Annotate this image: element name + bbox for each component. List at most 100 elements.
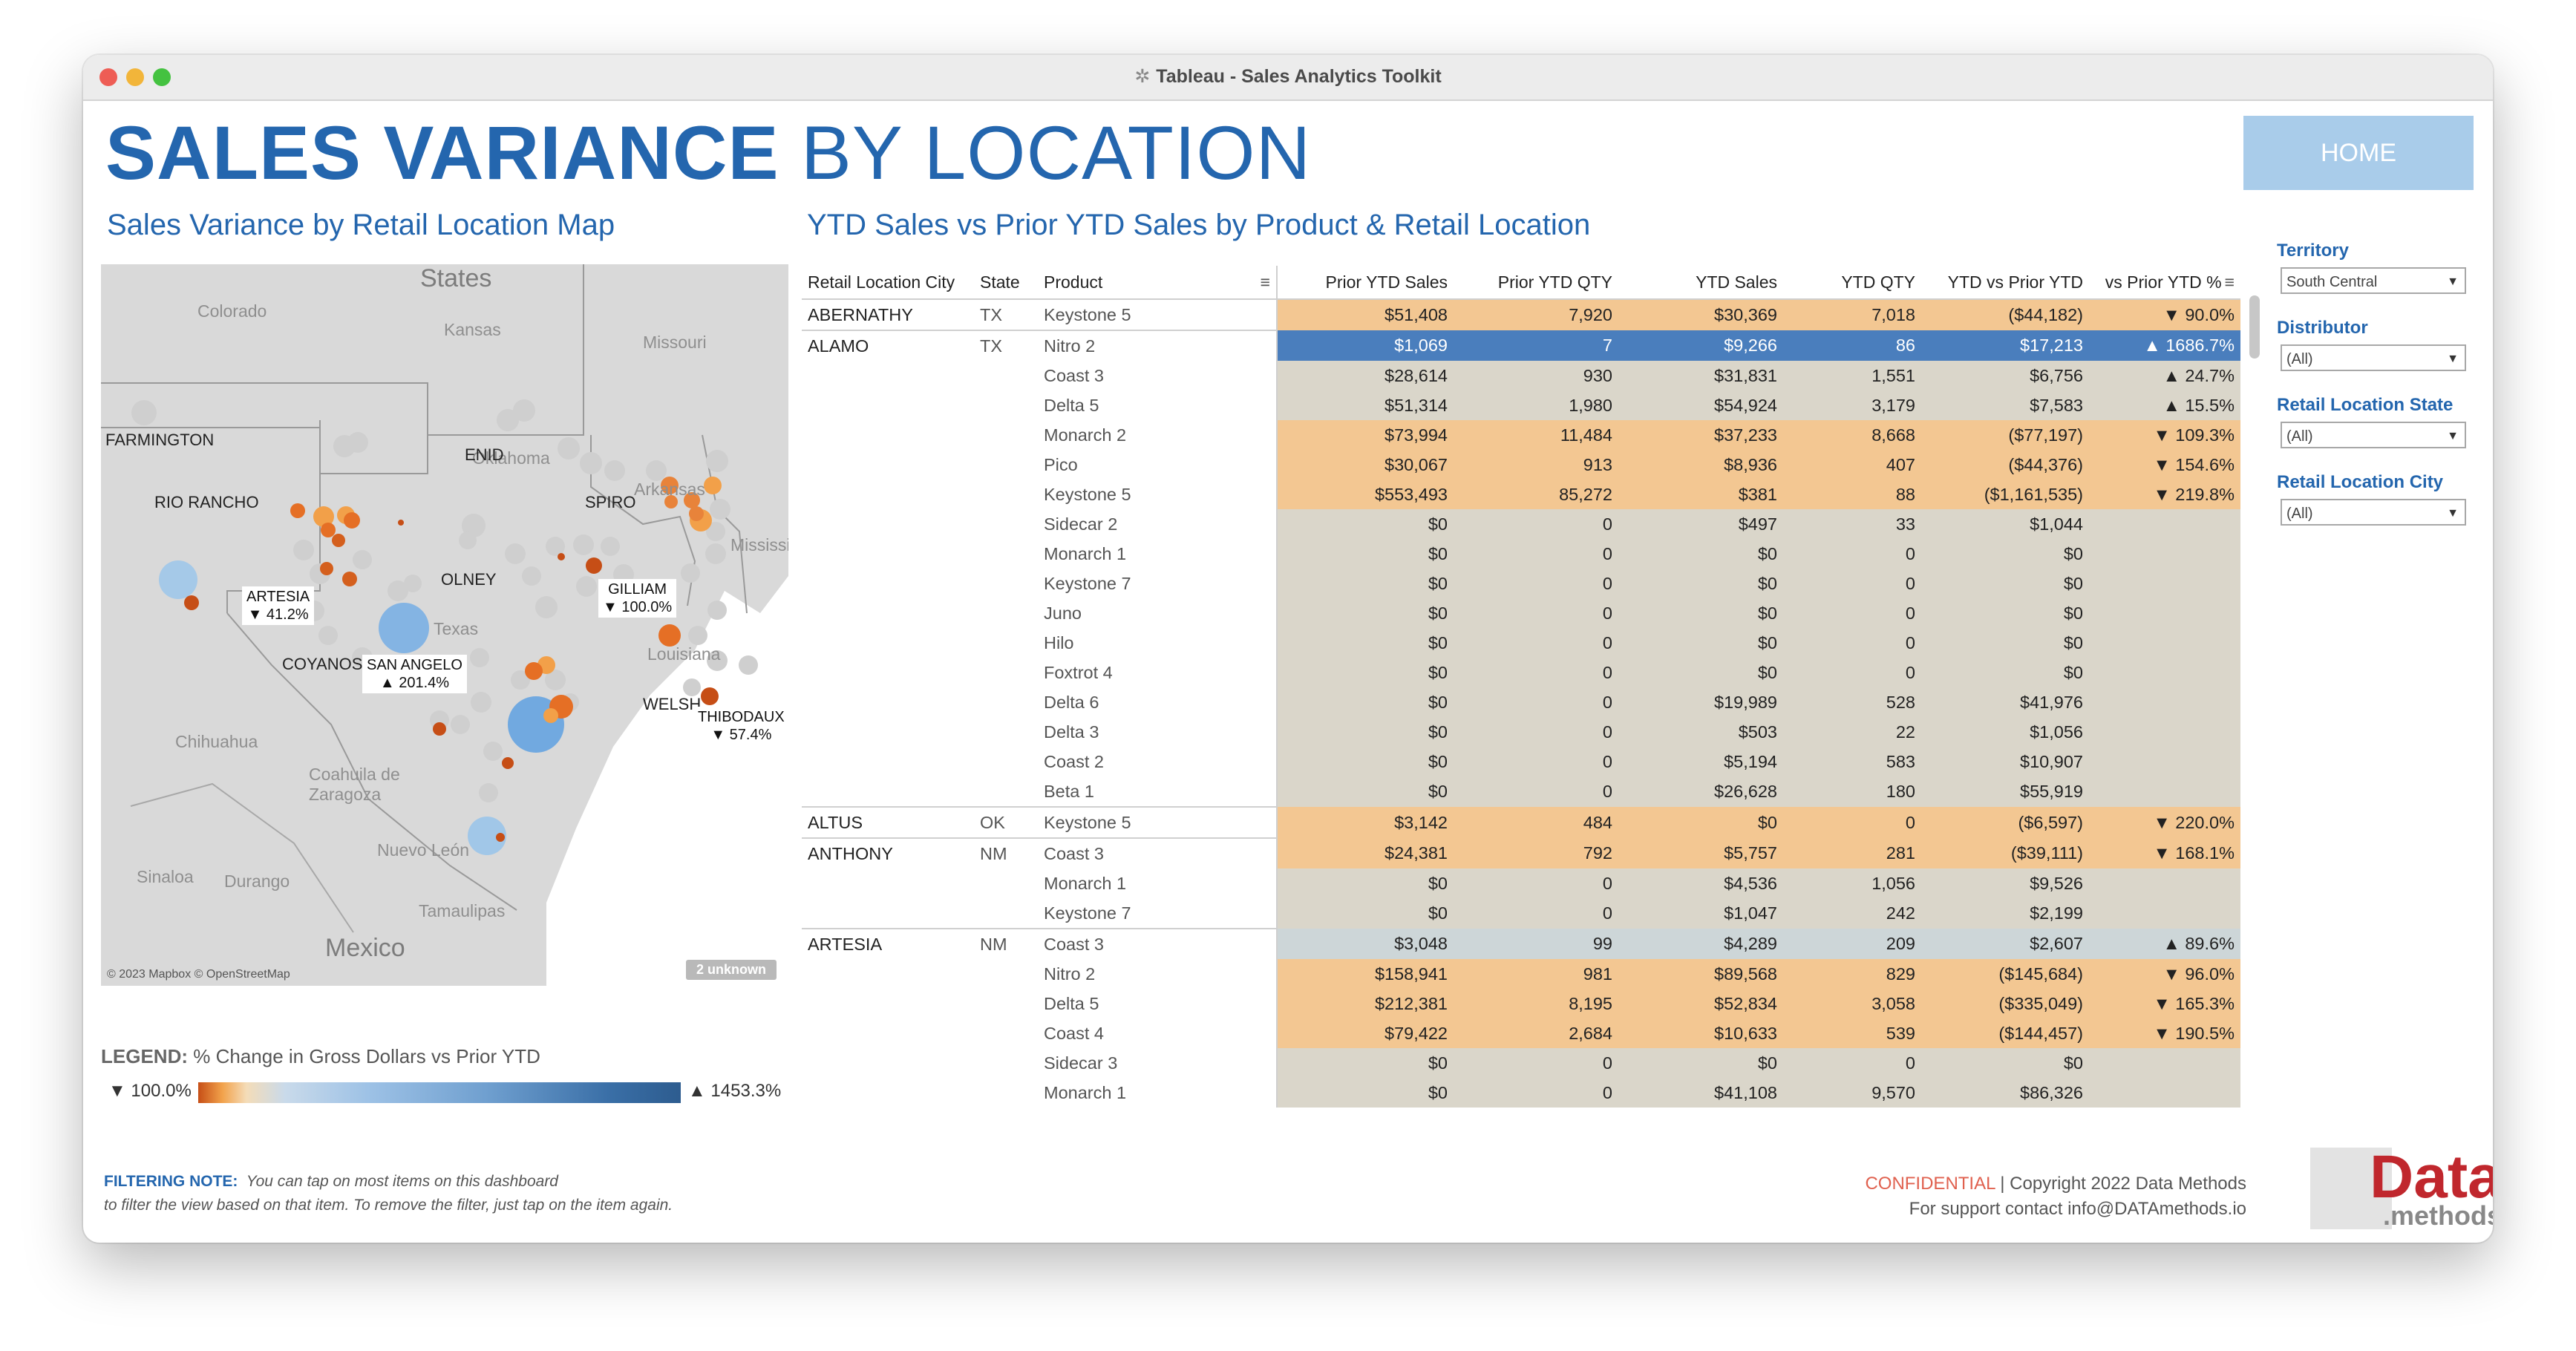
cell-product[interactable]: Delta 5: [1038, 989, 1278, 1018]
cell-prior-qty[interactable]: 2,684: [1454, 1018, 1618, 1048]
cell-state[interactable]: [974, 1078, 1038, 1108]
territory-select[interactable]: South Central ▼: [2281, 267, 2466, 294]
header-pct[interactable]: vs Prior YTD % ≡: [2089, 266, 2240, 300]
cell-diff[interactable]: ($77,197): [1921, 420, 2089, 450]
cell-product[interactable]: Keystone 5: [1038, 480, 1278, 509]
cell-state[interactable]: [974, 509, 1038, 539]
cell-pct[interactable]: [2089, 1048, 2240, 1078]
cell-ytd-sales[interactable]: $52,834: [1618, 989, 1783, 1018]
cell-product[interactable]: Monarch 2: [1038, 420, 1278, 450]
cell-pct[interactable]: ▼ 154.6%: [2089, 450, 2240, 480]
cell-diff[interactable]: $86,326: [1921, 1078, 2089, 1108]
cell-prior-sales[interactable]: $0: [1277, 658, 1454, 687]
cell-pct[interactable]: [2089, 658, 2240, 687]
cell-ytd-qty[interactable]: 88: [1783, 480, 1921, 509]
cell-prior-qty[interactable]: 0: [1454, 868, 1618, 898]
cell-ytd-sales[interactable]: $0: [1618, 658, 1783, 687]
cell-ytd-qty[interactable]: 86: [1783, 330, 1921, 361]
cell-diff[interactable]: ($44,182): [1921, 299, 2089, 330]
cell-prior-sales[interactable]: $0: [1277, 747, 1454, 776]
cell-prior-sales[interactable]: $0: [1277, 509, 1454, 539]
cell-ytd-sales[interactable]: $503: [1618, 717, 1783, 747]
cell-product[interactable]: Foxtrot 4: [1038, 658, 1278, 687]
cell-prior-qty[interactable]: 0: [1454, 628, 1618, 658]
cell-prior-sales[interactable]: $0: [1277, 868, 1454, 898]
cell-pct[interactable]: ▼ 220.0%: [2089, 807, 2240, 838]
cell-city[interactable]: [802, 480, 974, 509]
cell-product[interactable]: Monarch 1: [1038, 868, 1278, 898]
cell-ytd-qty[interactable]: 3,058: [1783, 989, 1921, 1018]
cell-product[interactable]: Keystone 7: [1038, 569, 1278, 598]
cell-state[interactable]: [974, 628, 1038, 658]
cell-city[interactable]: [802, 687, 974, 717]
cell-prior-qty[interactable]: 7: [1454, 330, 1618, 361]
cell-prior-qty[interactable]: 1,980: [1454, 390, 1618, 420]
table-row[interactable]: Juno $0 0 $0 0 $0: [802, 598, 2240, 628]
cell-city[interactable]: [802, 598, 974, 628]
cell-ytd-sales[interactable]: $0: [1618, 598, 1783, 628]
cell-state[interactable]: [974, 1048, 1038, 1078]
table-row[interactable]: Foxtrot 4 $0 0 $0 0 $0: [802, 658, 2240, 687]
cell-product[interactable]: Coast 3: [1038, 837, 1278, 868]
cell-state[interactable]: [974, 480, 1038, 509]
cell-pct[interactable]: ▼ 190.5%: [2089, 1018, 2240, 1048]
cell-pct[interactable]: [2089, 868, 2240, 898]
cell-state[interactable]: [974, 989, 1038, 1018]
cell-city[interactable]: [802, 420, 974, 450]
map-city-label[interactable]: SPIRO: [585, 493, 636, 511]
cell-prior-qty[interactable]: 0: [1454, 509, 1618, 539]
sales-variance-map[interactable]: States Colorado Kansas Missouri Arkansas…: [101, 264, 788, 986]
cell-pct[interactable]: [2089, 1078, 2240, 1108]
cell-city[interactable]: [802, 776, 974, 807]
cell-ytd-qty[interactable]: 528: [1783, 687, 1921, 717]
cell-ytd-sales[interactable]: $9,266: [1618, 330, 1783, 361]
table-row[interactable]: Monarch 1 $0 0 $41,108 9,570 $86,326: [802, 1078, 2240, 1108]
header-state[interactable]: State: [974, 266, 1038, 300]
map-city-label[interactable]: OLNEY: [441, 570, 497, 589]
table-row[interactable]: Sidecar 3 $0 0 $0 0 $0: [802, 1048, 2240, 1078]
cell-prior-qty[interactable]: 792: [1454, 838, 1618, 868]
cell-city[interactable]: [802, 959, 974, 989]
cell-prior-sales[interactable]: $0: [1277, 598, 1454, 628]
cell-ytd-qty[interactable]: 281: [1783, 838, 1921, 868]
cell-prior-qty[interactable]: 0: [1454, 539, 1618, 569]
cell-state[interactable]: [974, 687, 1038, 717]
cell-state[interactable]: [974, 747, 1038, 776]
cell-ytd-qty[interactable]: 3,179: [1783, 390, 1921, 420]
cell-prior-qty[interactable]: 11,484: [1454, 420, 1618, 450]
city-select[interactable]: (All) ▼: [2281, 499, 2466, 526]
cell-diff[interactable]: $6,756: [1921, 361, 2089, 390]
cell-ytd-qty[interactable]: 0: [1783, 807, 1921, 838]
cell-ytd-sales[interactable]: $1,047: [1618, 898, 1783, 929]
cell-diff[interactable]: ($39,111): [1921, 838, 2089, 868]
cell-ytd-qty[interactable]: 0: [1783, 539, 1921, 569]
header-ytd-qty[interactable]: YTD QTY: [1783, 266, 1921, 300]
cell-prior-qty[interactable]: 930: [1454, 361, 1618, 390]
cell-city[interactable]: ARTESIA: [802, 928, 974, 959]
cell-product[interactable]: Hilo: [1038, 628, 1278, 658]
table-row[interactable]: Hilo $0 0 $0 0 $0: [802, 628, 2240, 658]
cell-ytd-qty[interactable]: 0: [1783, 1048, 1921, 1078]
cell-diff[interactable]: ($44,376): [1921, 450, 2089, 480]
cell-ytd-sales[interactable]: $381: [1618, 480, 1783, 509]
cell-city[interactable]: [802, 539, 974, 569]
cell-city[interactable]: [802, 658, 974, 687]
cell-pct[interactable]: ▼ 219.8%: [2089, 480, 2240, 509]
cell-ytd-sales[interactable]: $0: [1618, 539, 1783, 569]
cell-ytd-qty[interactable]: 180: [1783, 776, 1921, 807]
cell-diff[interactable]: $2,199: [1921, 898, 2089, 929]
cell-state[interactable]: [974, 658, 1038, 687]
cell-prior-sales[interactable]: $0: [1277, 687, 1454, 717]
table-row[interactable]: Delta 5 $212,381 8,195 $52,834 3,058 ($335,04…: [802, 989, 2240, 1018]
cell-product[interactable]: Coast 3: [1038, 361, 1278, 390]
cell-city[interactable]: ANTHONY: [802, 837, 974, 868]
table-scrollbar[interactable]: [2249, 295, 2260, 359]
cell-pct[interactable]: ▲ 15.5%: [2089, 390, 2240, 420]
cell-ytd-sales[interactable]: $4,536: [1618, 868, 1783, 898]
table-row[interactable]: Beta 1 $0 0 $26,628 180 $55,919: [802, 776, 2240, 807]
cell-prior-sales[interactable]: $553,493: [1277, 480, 1454, 509]
cell-prior-sales[interactable]: $0: [1277, 717, 1454, 747]
cell-prior-qty[interactable]: 85,272: [1454, 480, 1618, 509]
cell-prior-qty[interactable]: 0: [1454, 747, 1618, 776]
cell-ytd-sales[interactable]: $10,633: [1618, 1018, 1783, 1048]
